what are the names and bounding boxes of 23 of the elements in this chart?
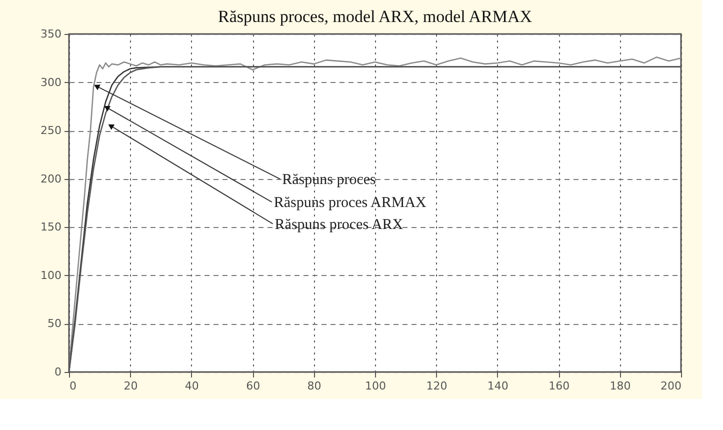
y-tick-label: 50 — [48, 317, 62, 330]
x-tick-label: 20 — [124, 380, 138, 392]
x-tick-label: 80 — [307, 380, 322, 392]
chart-title: Răspuns proces, model ARX, model ARMAX — [218, 7, 532, 26]
annotation: Răspuns proces — [282, 172, 376, 188]
x-tick-label: 60 — [246, 380, 260, 392]
y-tick-label: 150 — [40, 220, 62, 234]
x-tick-label: 160 — [548, 380, 570, 392]
y-tick-label: 200 — [40, 172, 62, 186]
y-tick-label: 250 — [40, 124, 62, 138]
x-tick-label: 100 — [365, 380, 386, 392]
annotation: Răspuns proces ARX — [274, 216, 404, 233]
x-tick-label: 180 — [610, 380, 631, 392]
x-tick-label: 200 — [660, 380, 682, 392]
y-tick-label: 100 — [40, 268, 62, 282]
x-tick-label: 140 — [487, 380, 508, 392]
y-tick-label: 350 — [40, 28, 62, 40]
x-tick-label: 120 — [426, 380, 448, 392]
y-tick-label: 0 — [54, 366, 62, 378]
annotation: Răspuns proces ARMAX — [274, 195, 427, 212]
x-tick-label: 0 — [70, 380, 76, 392]
y-tick-label: 300 — [40, 76, 62, 89]
x-tick-label: 40 — [184, 380, 199, 392]
